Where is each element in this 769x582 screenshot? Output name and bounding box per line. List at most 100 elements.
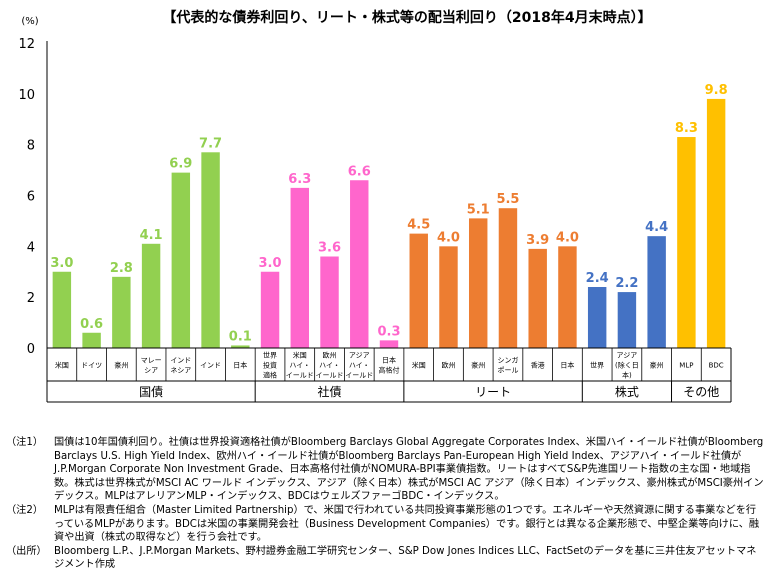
bar (82, 332, 101, 348)
category-label: 世界 (590, 361, 604, 370)
bar-chart: 【代表的な債券利回り、リート・株式等の配当利回り（2018年4月末時点）】 (%… (18, 9, 732, 403)
value-label: 6.6 (348, 164, 371, 179)
value-label: 9.8 (705, 83, 728, 98)
bar (706, 98, 726, 349)
category-label: 欧州 (323, 351, 337, 360)
value-label: 6.9 (169, 157, 192, 172)
bar (201, 152, 220, 348)
category-label: 欧州 (441, 361, 455, 370)
value-label: 5.5 (496, 192, 519, 207)
footnote-label: （出所） (6, 545, 47, 557)
bar (558, 246, 577, 348)
category-label: ドイツ (81, 362, 102, 370)
footnote-source: （出所） Bloomberg L.P.、J.P.Morgan Markets、野… (6, 545, 766, 572)
y-tick-label: 6 (27, 190, 35, 205)
category-label: 米国 (412, 361, 426, 370)
y-tick-label: 0 (27, 342, 35, 357)
category-label: 香港 (531, 361, 545, 370)
bar (171, 172, 191, 348)
footnote-1: （注1） 国債は10年国債利回り。社債は世界投資適格社債がBloomberg B… (6, 436, 766, 504)
y-tick-label: 10 (18, 88, 35, 103)
category-label: 日本 (560, 361, 574, 370)
group-label: 株式 (615, 384, 639, 399)
category-label: 米国 (293, 351, 307, 360)
y-tick-label: 8 (27, 139, 35, 154)
bar (498, 208, 518, 348)
value-label: 4.0 (556, 230, 579, 245)
category-label: 日本 (382, 356, 396, 365)
value-label: 2.8 (110, 261, 133, 276)
bar (260, 271, 280, 348)
group-label: 国債 (139, 384, 163, 399)
footnote-text: 国債は10年国債利回り。社債は世界投資適格社債がBloomberg Barcla… (54, 437, 764, 503)
footnote-text: Bloomberg L.P.、J.P.Morgan Markets、野村證券金融… (54, 545, 757, 571)
category-label: イールド (286, 372, 314, 380)
value-label: 0.6 (80, 317, 103, 332)
value-label: 2.4 (586, 271, 609, 286)
category-label: ネシア (170, 367, 191, 375)
category-label: ポール (497, 367, 518, 375)
value-label: 7.7 (199, 136, 222, 151)
value-label: 4.5 (407, 218, 430, 233)
category-label: 適格 (263, 371, 277, 380)
category-label: 豪州 (114, 361, 128, 370)
category-label: シンガ (497, 356, 518, 365)
y-axis-unit-label: (%) (21, 16, 38, 27)
category-label: 豪州 (471, 361, 485, 370)
bar (439, 246, 458, 348)
bar (528, 248, 547, 348)
group-label: その他 (683, 385, 719, 399)
bar (290, 187, 310, 348)
footnote-text: MLPは有限責任組合（Master Limited Partnership）で、… (54, 504, 760, 544)
category-label: 米国 (55, 361, 69, 370)
category-label: アジア (349, 352, 370, 360)
bar (468, 218, 488, 348)
category-label: マレー (141, 357, 162, 365)
value-labels: 3.0 0.6 2.8 4.1 6.9 7.7 0.1 3.0 6.3 3.6 6.6 0.3 4.5 4… (50, 83, 727, 345)
category-label: 豪州 (650, 361, 664, 370)
bar (647, 236, 666, 348)
category-label: シア (144, 367, 158, 375)
category-label: ハイ・ (289, 362, 310, 370)
y-tick-label: 2 (27, 291, 35, 306)
bar (52, 271, 72, 348)
bar (587, 287, 607, 348)
footnote-2: （注2） MLPは有限責任組合（Master Limited Partnersh… (6, 504, 766, 545)
category-label: 投資 (263, 361, 277, 370)
bar (379, 340, 399, 348)
value-label: 4.0 (437, 230, 460, 245)
value-label: 0.1 (229, 329, 252, 344)
footnote-label: （注2） (6, 504, 44, 516)
category-label: 高格付 (379, 366, 400, 375)
category-label: ハイ・ (319, 362, 340, 370)
bar (350, 180, 369, 348)
category-label: 世界 (263, 351, 277, 360)
category-label: アジア (617, 352, 638, 360)
bar (112, 276, 131, 348)
group-label: リート (475, 385, 511, 399)
value-label: 6.3 (288, 172, 311, 187)
category-label: イールド (316, 372, 344, 380)
category-label: (除く日 (615, 361, 639, 370)
value-label: 3.9 (526, 233, 549, 248)
category-label: 日本 (233, 361, 247, 370)
bar (320, 256, 339, 348)
category-label: インド (200, 362, 221, 370)
bar-series (46, 41, 726, 402)
value-label: 3.6 (318, 241, 341, 256)
category-label: BDC (709, 362, 724, 370)
y-tick-label: 4 (27, 240, 35, 255)
group-labels: 国債 社債 リート 株式 その他 (139, 381, 719, 402)
footnote-label: （注1） (6, 437, 44, 448)
value-label: 3.0 (259, 256, 282, 271)
bar (141, 243, 161, 348)
category-label: イールド (345, 372, 373, 380)
value-label: 0.3 (377, 324, 400, 339)
footnotes: （注1） 国債は10年国債利回り。社債は世界投資適格社債がBloomberg B… (6, 436, 766, 572)
value-label: 4.4 (645, 220, 668, 235)
value-label: 2.2 (615, 276, 638, 291)
y-tick-label: 12 (18, 37, 35, 52)
value-label: 3.0 (50, 256, 73, 271)
category-label: ハイ・ (349, 362, 370, 370)
